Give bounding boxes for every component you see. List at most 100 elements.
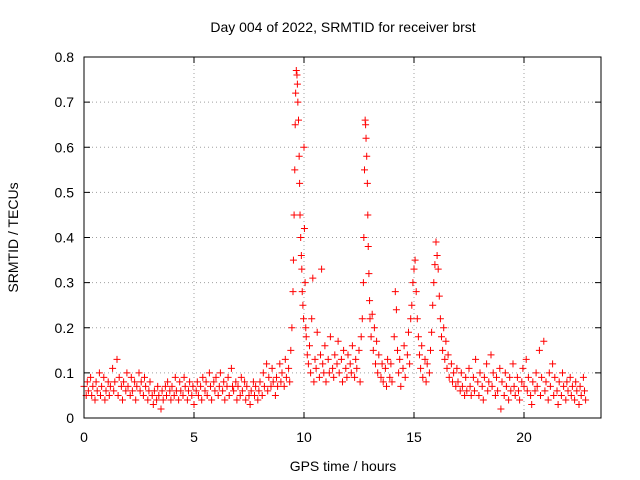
data-point — [443, 364, 451, 372]
data-point — [168, 382, 176, 390]
data-point — [364, 243, 372, 251]
data-point — [463, 387, 471, 395]
data-point — [146, 378, 154, 386]
data-point — [560, 382, 568, 390]
data-point — [450, 369, 458, 377]
data-point — [282, 373, 290, 381]
data-point — [343, 373, 351, 381]
data-point — [295, 152, 303, 160]
y-tick-label: 0.4 — [55, 230, 75, 246]
data-point — [84, 387, 92, 395]
data-point — [208, 396, 216, 404]
data-point — [249, 378, 257, 386]
data-point — [428, 328, 436, 336]
y-tick-label: 0.6 — [55, 139, 75, 155]
data-point — [347, 369, 355, 377]
data-point — [238, 387, 246, 395]
data-point — [242, 396, 250, 404]
data-point — [329, 364, 337, 372]
data-point — [303, 351, 311, 359]
data-point — [166, 387, 174, 395]
data-point — [161, 382, 169, 390]
data-point — [494, 387, 502, 395]
data-point — [91, 396, 99, 404]
data-point — [260, 382, 268, 390]
data-point — [368, 310, 376, 318]
data-point — [149, 400, 157, 408]
data-point — [357, 333, 365, 341]
data-point — [527, 391, 535, 399]
data-point — [438, 333, 445, 341]
data-point — [411, 256, 419, 264]
data-point — [469, 373, 477, 381]
data-point — [359, 279, 367, 287]
data-point — [429, 301, 437, 309]
data-point — [425, 369, 433, 377]
data-point — [111, 378, 119, 386]
data-point — [256, 378, 264, 386]
data-point — [142, 382, 150, 390]
data-point — [271, 391, 279, 399]
data-point — [243, 382, 251, 390]
data-point — [300, 224, 308, 232]
data-point — [572, 378, 580, 386]
data-point — [480, 373, 488, 381]
data-point — [373, 337, 381, 345]
data-point — [232, 378, 240, 386]
data-point — [280, 382, 288, 390]
data-point — [117, 382, 125, 390]
data-point — [571, 396, 579, 404]
data-point — [104, 378, 112, 386]
data-point — [577, 391, 585, 399]
data-point — [311, 355, 319, 363]
data-point — [105, 391, 113, 399]
data-point — [89, 382, 97, 390]
data-point — [447, 360, 455, 368]
data-point — [221, 396, 229, 404]
data-point — [202, 378, 210, 386]
data-point — [289, 256, 297, 264]
data-point — [92, 378, 100, 386]
data-point — [340, 346, 348, 354]
data-point — [214, 391, 222, 399]
data-point — [478, 382, 486, 390]
data-point — [364, 211, 372, 219]
data-point — [406, 360, 414, 368]
data-point — [290, 211, 298, 219]
data-point — [353, 364, 361, 372]
data-point — [318, 265, 326, 273]
data-point — [498, 378, 506, 386]
y-tick-label: 0.8 — [55, 49, 75, 65]
data-point — [241, 378, 249, 386]
data-point — [511, 391, 519, 399]
data-point — [292, 89, 300, 97]
data-point — [403, 351, 411, 359]
data-point — [383, 382, 390, 390]
data-point — [167, 396, 175, 404]
data-point — [287, 346, 295, 354]
data-point — [205, 369, 213, 377]
data-point — [296, 211, 304, 219]
data-point — [348, 342, 356, 350]
data-point — [505, 396, 513, 404]
data-point — [394, 346, 401, 354]
data-point — [427, 346, 434, 354]
data-point — [493, 373, 500, 381]
data-point — [258, 391, 266, 399]
data-point — [234, 382, 242, 390]
data-point — [87, 373, 95, 381]
data-point — [555, 378, 563, 386]
x-tick-label: 15 — [406, 429, 422, 445]
data-point — [189, 382, 197, 390]
data-point — [268, 364, 276, 372]
data-point — [388, 378, 396, 386]
data-point — [237, 373, 245, 381]
data-point — [224, 373, 232, 381]
data-point — [115, 373, 123, 381]
data-point — [510, 382, 518, 390]
data-point — [230, 387, 238, 395]
data-point — [544, 396, 552, 404]
data-point — [295, 116, 302, 124]
data-point — [542, 378, 550, 386]
